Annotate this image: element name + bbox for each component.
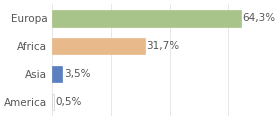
Bar <box>52 38 145 54</box>
Text: 31,7%: 31,7% <box>147 41 180 51</box>
Bar <box>52 10 241 27</box>
Bar <box>52 66 62 82</box>
Text: 3,5%: 3,5% <box>64 69 90 79</box>
Text: 64,3%: 64,3% <box>242 13 276 23</box>
Text: 0,5%: 0,5% <box>55 97 81 107</box>
Bar <box>52 93 53 110</box>
